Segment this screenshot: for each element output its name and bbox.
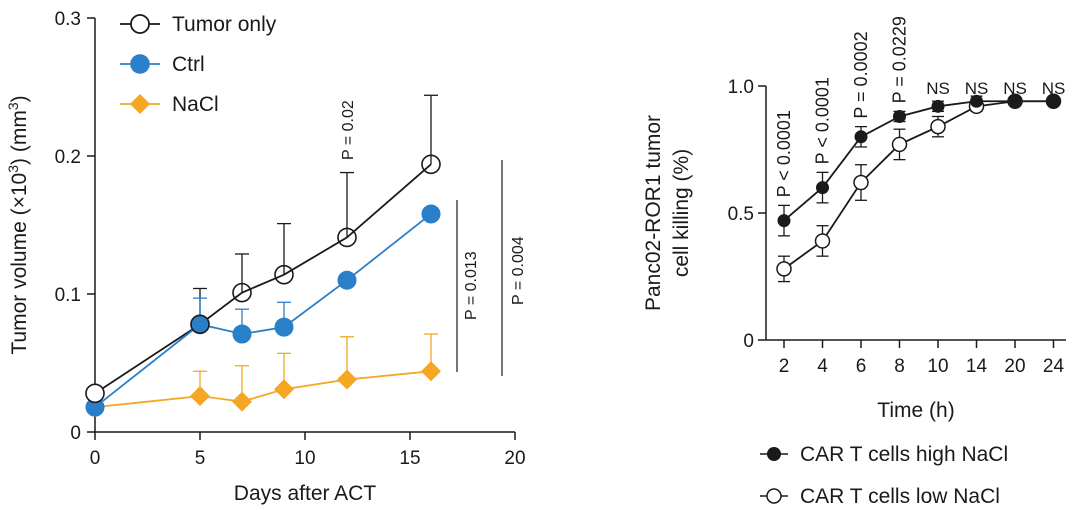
left-y-tick-label: 0.3 bbox=[55, 9, 81, 30]
left-marker-ctrl bbox=[421, 204, 441, 224]
left-marker-nacl bbox=[274, 379, 294, 400]
left-y-tick-label: 0 bbox=[70, 423, 81, 444]
right-annotations: P < 0.0001 P < 0.0001 P = 0.0002 P = 0.0229… bbox=[774, 16, 1065, 197]
right-marker-low-nacl bbox=[853, 174, 869, 191]
right-ns-label: NS bbox=[1042, 79, 1066, 98]
left-marker-ctrl bbox=[337, 270, 357, 290]
legend-label-ctrl: Ctrl bbox=[172, 53, 205, 76]
right-marker-high-nacl bbox=[970, 94, 983, 108]
right-y-tick-label: 1.0 bbox=[728, 77, 754, 98]
left-marker-nacl bbox=[337, 369, 357, 390]
p-value-tumor-vs-nacl: P = 0.004 bbox=[510, 236, 527, 305]
right-y-tick-label: 0 bbox=[743, 331, 754, 352]
right-y-tick-label: 0.5 bbox=[728, 204, 754, 225]
right-chart: 00.51.0 2 4 6 8 10 14 20 24 Time (h) Panc02-ROR… bbox=[642, 16, 1066, 508]
right-x-tick-label: 4 bbox=[817, 356, 828, 377]
left-marker-tumor-only bbox=[85, 383, 105, 404]
right-x-tick-label: 20 bbox=[1004, 356, 1025, 377]
legend-label-tumor-only: Tumor only bbox=[172, 13, 277, 36]
right-marker-high-nacl bbox=[777, 214, 791, 228]
legend-label-low-nacl: CAR T cells low NaCl bbox=[800, 485, 1000, 508]
right-p-value: P = 0.0229 bbox=[890, 16, 910, 103]
right-ns-label: NS bbox=[1003, 79, 1027, 98]
right-x-tick-label: 14 bbox=[966, 356, 988, 377]
right-marker-low-nacl bbox=[930, 118, 946, 135]
right-y-ticks: 0 0.5 1.0 bbox=[728, 77, 766, 352]
right-x-ticks: 2 4 6 8 10 14 20 24 bbox=[779, 340, 1065, 377]
left-y-axis-label: Tumor volume (×103) (mm3) bbox=[5, 95, 31, 354]
left-marker-tumor-only bbox=[232, 282, 252, 303]
left-marker-nacl bbox=[190, 386, 210, 407]
left-x-tick-label: 0 bbox=[90, 448, 101, 469]
left-marker-tumor-only bbox=[421, 154, 441, 175]
left-x-tick-label: 15 bbox=[399, 448, 420, 469]
right-p-value: P < 0.0001 bbox=[813, 77, 833, 164]
left-series-line-0 bbox=[94, 163, 432, 395]
right-legend: CAR T cells high NaCl CAR T cells low Na… bbox=[760, 443, 1008, 508]
right-marker-low-nacl bbox=[776, 261, 792, 277]
right-marker-high-nacl bbox=[854, 130, 868, 144]
right-marker-high-nacl bbox=[893, 109, 906, 123]
legend-marker-low-nacl bbox=[766, 488, 782, 504]
right-ns-label: NS bbox=[926, 79, 950, 98]
left-x-axis-label: Days after ACT bbox=[234, 482, 377, 505]
legend-marker-ctrl bbox=[130, 54, 150, 74]
left-marker-tumor-only bbox=[337, 227, 357, 248]
right-p-value: P < 0.0001 bbox=[774, 110, 794, 197]
left-x-tick-label: 5 bbox=[195, 448, 206, 469]
left-x-tick-label: 10 bbox=[294, 448, 315, 469]
right-series-group bbox=[776, 93, 1062, 283]
left-marker-nacl bbox=[421, 361, 441, 382]
right-y-axis-label-line2: cell killing (%) bbox=[670, 149, 693, 277]
left-legend: Tumor only Ctrl NaCl bbox=[120, 13, 277, 116]
left-series-line-1 bbox=[94, 213, 432, 408]
right-marker-high-nacl bbox=[816, 181, 829, 195]
right-marker-high-nacl bbox=[1047, 94, 1060, 108]
right-x-tick-label: 8 bbox=[894, 356, 905, 377]
p-value-ctrl-vs-nacl: P = 0.013 bbox=[463, 251, 480, 320]
legend-label-nacl: NaCl bbox=[172, 93, 219, 116]
left-y-tick-label: 0.1 bbox=[55, 285, 81, 306]
right-marker-high-nacl bbox=[1008, 94, 1022, 108]
right-y-axis-label-line1: Panc02-ROR1 tumor bbox=[642, 115, 665, 311]
left-marker-nacl bbox=[232, 391, 252, 412]
left-y-ticks: 0 0.1 0.2 0.3 bbox=[55, 9, 95, 444]
right-x-tick-label: 2 bbox=[779, 356, 790, 377]
right-p-value: P = 0.0002 bbox=[851, 31, 871, 118]
right-marker-low-nacl bbox=[891, 136, 908, 153]
left-marker-ctrl bbox=[274, 317, 294, 337]
left-x-ticks: 0 5 10 15 20 bbox=[90, 432, 526, 469]
left-series-line-2 bbox=[94, 370, 432, 409]
legend-label-high-nacl: CAR T cells high NaCl bbox=[800, 443, 1008, 466]
right-x-axis-label: Time (h) bbox=[877, 399, 954, 422]
right-marker-high-nacl bbox=[931, 99, 945, 113]
right-marker-low-nacl bbox=[814, 233, 831, 249]
right-ns-label: NS bbox=[965, 79, 989, 98]
left-series-group bbox=[85, 94, 441, 418]
legend-marker-high-nacl bbox=[767, 447, 781, 461]
left-chart: 0 0.1 0.2 0.3 0 5 10 15 20 Days after ACT Tumor… bbox=[5, 9, 527, 505]
left-y-tick-label: 0.2 bbox=[55, 147, 81, 168]
left-marker-tumor-only bbox=[274, 264, 294, 285]
legend-marker-tumor-only bbox=[130, 14, 150, 34]
legend-marker-nacl bbox=[130, 94, 150, 114]
left-marker-tumor-only bbox=[190, 314, 210, 335]
right-x-tick-label: 10 bbox=[927, 356, 948, 377]
right-x-tick-label: 24 bbox=[1043, 356, 1065, 377]
left-marker-ctrl bbox=[232, 324, 252, 344]
p-value-day12: P = 0.02 bbox=[340, 100, 357, 160]
right-x-tick-label: 6 bbox=[856, 356, 867, 377]
left-x-tick-label: 20 bbox=[504, 448, 525, 469]
